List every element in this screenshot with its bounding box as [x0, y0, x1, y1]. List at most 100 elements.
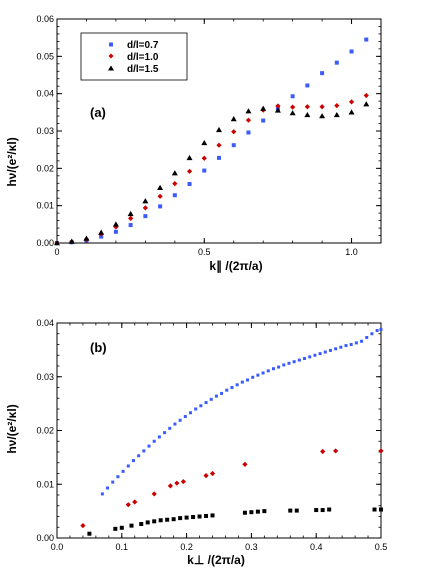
series-b-1-point [375, 329, 379, 333]
y-tick-label: 0.04 [36, 89, 54, 99]
series-b-3-point [249, 510, 254, 515]
series-b-1-point [370, 332, 374, 336]
series-a-3-point [289, 110, 296, 116]
x-tick-label: 1.0 [345, 247, 358, 257]
series-a-1-point [128, 223, 133, 228]
y-tick-label: 0.04 [36, 318, 54, 328]
series-b-1-point [251, 375, 255, 379]
series-b-3-point [165, 517, 170, 522]
series-b-3-point [262, 509, 267, 514]
series-a-3-point [68, 238, 75, 244]
series-b-1-point [147, 444, 151, 448]
series-b-1-point [100, 492, 104, 496]
panel-label-b: (b) [90, 340, 107, 355]
series-b-3-point [314, 508, 319, 513]
series-b-3-point [87, 531, 92, 536]
series-b-1-point [235, 383, 239, 387]
series-a-1-point [246, 130, 251, 135]
series-b-1-point [349, 343, 353, 346]
series-a-3-point [245, 108, 252, 114]
series-a-3-point [127, 210, 134, 217]
y-tick-label: 0.03 [36, 126, 54, 136]
y-tick-label: 0.01 [36, 201, 54, 211]
series-b-2-point [320, 448, 326, 455]
y-tick-label: 0.02 [36, 426, 54, 436]
series-a-3-point [333, 111, 340, 118]
series-b-2-point [209, 470, 216, 477]
data-points-a [54, 37, 370, 246]
series-b-3-point [184, 515, 189, 520]
series-a-2-point [348, 99, 355, 105]
series-a-2-point [319, 104, 325, 110]
series-b-3-point [119, 525, 124, 530]
series-b-1-point [246, 378, 250, 382]
series-b-1-point [287, 361, 291, 365]
legend-label-1: d/l=0.7 [127, 40, 159, 51]
series-b-1-point [230, 386, 234, 389]
x-tick-label: 0.3 [245, 542, 258, 552]
series-b-1-point [194, 407, 198, 411]
series-b-1-point [261, 371, 265, 375]
series-b-3-point [171, 517, 176, 522]
series-b-1-point [111, 480, 115, 484]
series-b-1-point [116, 475, 120, 479]
y-axis-label-b: hν/(e²/κl) [5, 404, 19, 453]
series-b-3-point [152, 519, 157, 524]
legend-a: d/l=0.7 d/l=1.0 d/l=1.5 [80, 32, 188, 81]
series-a-2-point [128, 215, 134, 221]
series-a-1-point [99, 234, 104, 239]
series-b-1-point [360, 339, 364, 343]
series-b-1-point [173, 422, 177, 426]
series-a-1-point [261, 118, 266, 123]
legend-label-2: d/l=1.0 [127, 52, 159, 63]
panel-b: 0.0 0.1 0.2 0.3 0.4 0.5 0.00 0.01 0.02 0.03 0.04 (… [5, 318, 387, 567]
series-a-1-point [364, 37, 369, 42]
y-tick-label: 0.03 [36, 372, 54, 382]
series-a-3-point [304, 111, 311, 118]
series-a-3-point [260, 105, 267, 111]
series-b-1-point [334, 347, 338, 351]
series-a-2-point [245, 117, 252, 123]
series-b-1-point [121, 469, 125, 473]
series-b-3-point [255, 509, 260, 514]
series-a-3-point [171, 170, 178, 176]
series-a-3-point [83, 235, 90, 241]
series-b-1-point [266, 369, 270, 373]
series-a-2-point [186, 168, 193, 174]
x-tick-label: 0.5 [198, 247, 211, 257]
x-tick-label: 0.0 [51, 542, 64, 552]
series-b-1-point [131, 459, 135, 463]
series-b-3-point [288, 508, 293, 513]
series-b-1-point [163, 431, 167, 435]
series-b-1-point [142, 449, 146, 453]
series-a-3-point [186, 154, 193, 161]
axis-ticks-a: 0 0.5 1.0 0.00 0.01 0.02 0.03 0.04 0.05 0.06 [36, 14, 382, 257]
series-a-3-point [142, 198, 149, 204]
series-a-3-point [230, 116, 237, 122]
panel-label-a: (a) [90, 105, 106, 120]
series-b-3-point [210, 513, 215, 518]
series-b-1-point [313, 353, 317, 357]
series-b-3-point [178, 516, 183, 521]
series-b-2-point [180, 478, 186, 485]
x-tick-label: 0.5 [375, 542, 388, 552]
plot-area-b [56, 322, 382, 539]
y-tick-label: 0.02 [36, 163, 54, 173]
series-b-1-point [282, 363, 286, 367]
series-b-1-point [339, 345, 343, 349]
legend-box [80, 32, 188, 81]
series-b-1-point [323, 350, 327, 354]
series-b-3-point [145, 520, 150, 525]
series-b-2-point [125, 502, 131, 508]
series-b-1-point [344, 344, 348, 348]
series-b-1-point [303, 356, 307, 360]
series-a-2-point [216, 142, 222, 148]
series-a-1-point [231, 143, 236, 148]
series-b-3-point [379, 507, 383, 512]
series-b-1-point [183, 415, 187, 419]
x-tick-label: 0.2 [180, 542, 193, 552]
series-b-1-point [204, 401, 208, 405]
series-b-3-point [327, 507, 332, 512]
series-a-1-point [143, 214, 148, 219]
